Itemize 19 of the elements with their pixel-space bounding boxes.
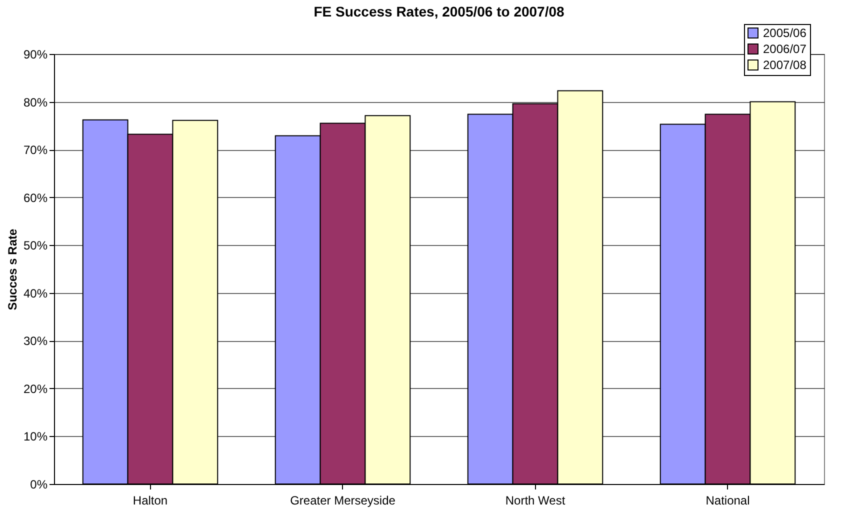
chart-title: FE Success Rates, 2005/06 to 2007/08 xyxy=(314,4,565,20)
legend-label: 2006/07 xyxy=(763,42,807,56)
x-tick-label: North West xyxy=(505,494,566,508)
y-tick-label: 70% xyxy=(23,143,48,158)
y-tick-label: 20% xyxy=(23,382,48,396)
y-tick-label: 80% xyxy=(23,95,48,110)
y-tick-label: 50% xyxy=(23,238,48,253)
x-tick-label: National xyxy=(706,494,750,508)
y-tick-label: 10% xyxy=(23,430,48,444)
legend-label: 2007/08 xyxy=(763,58,807,72)
y-tick-label: 60% xyxy=(23,190,48,205)
legend-label: 2005/06 xyxy=(763,26,807,40)
y-tick-label: 0% xyxy=(30,478,48,492)
x-tick-label: Halton xyxy=(132,494,168,508)
y-tick-label: 30% xyxy=(23,334,48,348)
y-tick-label: 40% xyxy=(23,286,48,300)
y-axis-title: Succes s Rate xyxy=(5,228,20,310)
y-tick-label: 90% xyxy=(23,48,48,62)
x-tick-label: Greater Merseyside xyxy=(290,494,396,508)
